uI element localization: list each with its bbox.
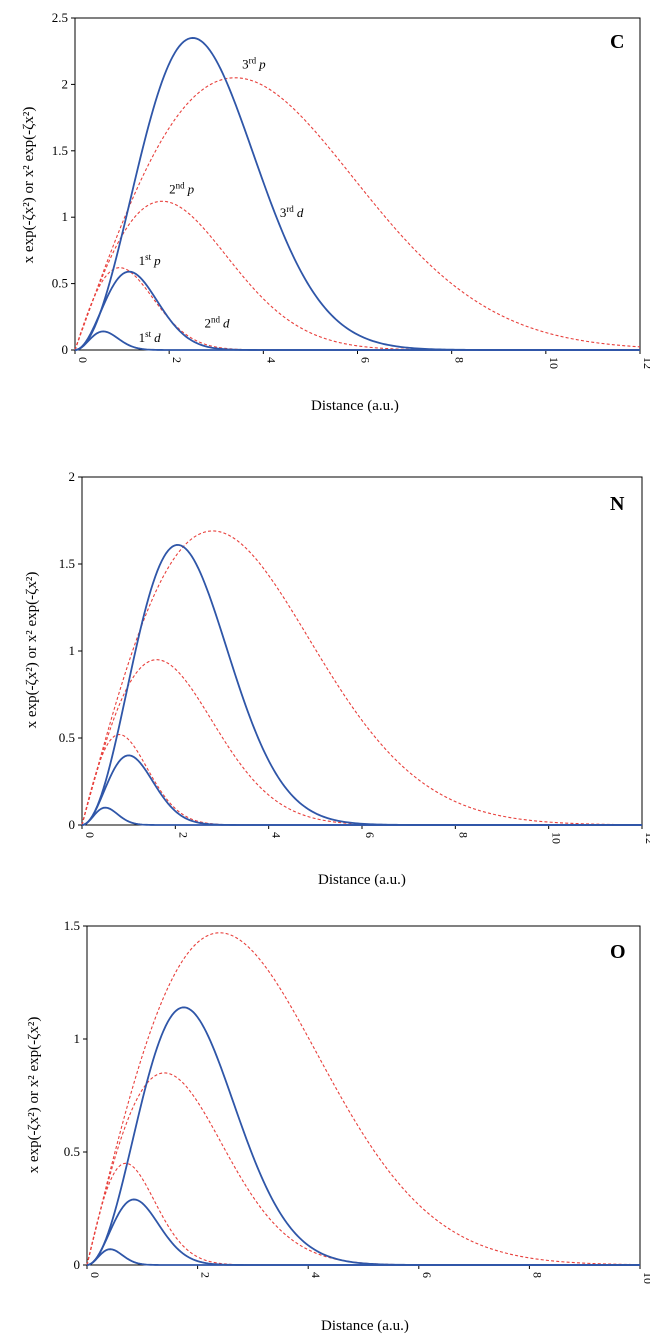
x-tick-label: 10 bbox=[641, 1272, 650, 1284]
plot-frame bbox=[82, 477, 642, 825]
y-tick-label: 1 bbox=[69, 643, 76, 658]
chart-o: 0 0.5 1 1.5 0 2 4 6 8 10 O Distance (a.u.) x exp… bbox=[0, 900, 650, 1341]
p-curve-1 bbox=[87, 1163, 640, 1265]
x-tick-label: 0 bbox=[83, 832, 97, 838]
x-tick-label: 8 bbox=[453, 357, 467, 363]
x-tick-label: 2 bbox=[170, 357, 184, 363]
panel-letter: C bbox=[610, 31, 624, 53]
x-tick-label: 12 bbox=[643, 832, 650, 844]
y-tick-label: 0 bbox=[69, 817, 76, 832]
d-curve-2 bbox=[82, 755, 642, 825]
x-tick-label: 4 bbox=[309, 1272, 323, 1278]
p-curve-3 bbox=[87, 933, 640, 1265]
d-curve-2 bbox=[87, 1199, 640, 1265]
curve-annotation: 2ndp bbox=[169, 180, 195, 196]
x-tick-label: 0 bbox=[76, 357, 90, 363]
y-tick-label: 0.5 bbox=[64, 1144, 80, 1159]
chart-c: 0 0.5 1 1.5 2 2.5 0 2 4 6 8 10 12 3rdp 2ndp 3rdd 1stp 2… bbox=[0, 0, 650, 450]
x-tick-label: 6 bbox=[363, 832, 377, 838]
y-tick-label: 2 bbox=[69, 469, 76, 484]
y-tick-label: 1 bbox=[62, 209, 69, 224]
y-tick-label: 1 bbox=[74, 1031, 81, 1046]
y-tick-label: 1.5 bbox=[64, 918, 80, 933]
curve-annotation: 3rdp bbox=[242, 55, 266, 71]
curve-annotation: 1std bbox=[139, 329, 162, 345]
x-tick-label: 2 bbox=[199, 1272, 213, 1278]
x-tick-label: 4 bbox=[264, 357, 278, 363]
p-curve-3 bbox=[75, 78, 640, 350]
x-axis-title: Distance (a.u.) bbox=[321, 1318, 409, 1334]
chart-n: 0 0.5 1 1.5 2 0 2 4 6 8 10 12 N Distance (a.u.) x … bbox=[0, 450, 650, 900]
x-tick-label: 8 bbox=[456, 832, 470, 838]
y-axis-title: x exp(-ζx²) or x² exp(-ζx²) bbox=[21, 107, 37, 264]
p-curve-3 bbox=[82, 531, 642, 825]
x-tick-label: 0 bbox=[88, 1272, 102, 1278]
panel-n: 0 0.5 1 1.5 2 0 2 4 6 8 10 12 N Distance (a.u.) x … bbox=[0, 450, 650, 900]
y-tick-label: 0 bbox=[74, 1257, 81, 1272]
panel-o: 0 0.5 1 1.5 0 2 4 6 8 10 O Distance (a.u.) x exp… bbox=[0, 900, 650, 1341]
d-curve-3 bbox=[75, 38, 640, 350]
p-curve-2 bbox=[75, 201, 640, 350]
x-tick-label: 12 bbox=[641, 357, 650, 369]
y-tick-label: 1.5 bbox=[59, 556, 75, 571]
d-curve-3 bbox=[87, 1007, 640, 1265]
x-tick-label: 4 bbox=[270, 832, 284, 838]
d-curve-1 bbox=[82, 808, 642, 825]
panel-letter: O bbox=[610, 941, 626, 963]
plot-frame bbox=[75, 18, 640, 350]
curve-annotation: 3rdd bbox=[280, 204, 304, 220]
p-curve-2 bbox=[87, 1073, 640, 1265]
x-axis-title: Distance (a.u.) bbox=[318, 872, 406, 888]
x-tick-label: 6 bbox=[359, 357, 373, 363]
x-tick-label: 10 bbox=[547, 357, 561, 369]
y-tick-label: 0.5 bbox=[59, 730, 75, 745]
y-tick-label: 2.5 bbox=[52, 10, 68, 25]
x-tick-label: 2 bbox=[176, 832, 190, 838]
curve-annotation: 1stp bbox=[139, 252, 162, 268]
panel-letter: N bbox=[610, 493, 625, 515]
y-tick-label: 2 bbox=[62, 76, 69, 91]
p-curve-1 bbox=[82, 735, 642, 825]
plot-frame bbox=[87, 926, 640, 1265]
x-tick-label: 6 bbox=[420, 1272, 434, 1278]
x-tick-label: 10 bbox=[550, 832, 564, 844]
d-curve-3 bbox=[82, 545, 642, 825]
y-axis-title: x exp(-ζx²) or x² exp(-ζx²) bbox=[24, 572, 40, 729]
y-tick-label: 1.5 bbox=[52, 143, 68, 158]
y-tick-label: 0 bbox=[62, 342, 69, 357]
panel-c: 0 0.5 1 1.5 2 2.5 0 2 4 6 8 10 12 3rdp 2ndp 3rdd 1stp 2… bbox=[0, 0, 650, 450]
y-axis-title: x exp(-ζx²) or x² exp(-ζx²) bbox=[26, 1017, 42, 1174]
x-tick-label: 8 bbox=[530, 1272, 544, 1278]
y-tick-label: 0.5 bbox=[52, 276, 68, 291]
x-axis-title: Distance (a.u.) bbox=[311, 398, 399, 414]
curve-annotation: 2ndd bbox=[204, 314, 230, 330]
